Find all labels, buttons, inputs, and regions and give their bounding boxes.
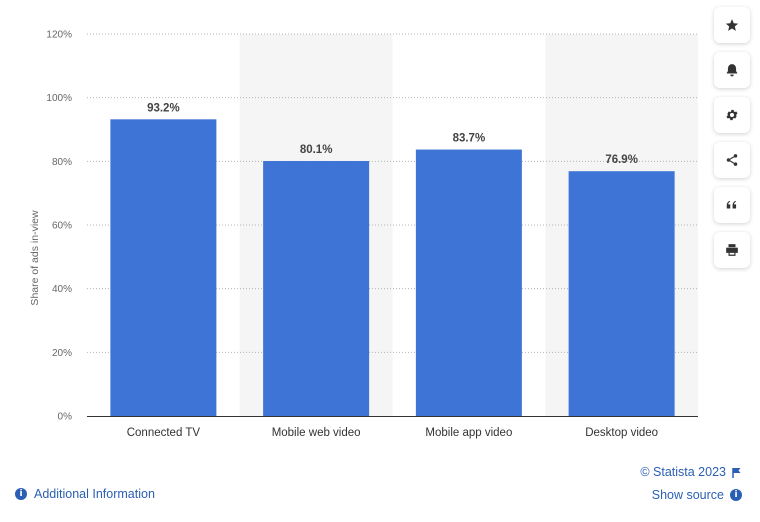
x-tick-label: Connected TV bbox=[127, 427, 201, 439]
quote-icon bbox=[726, 200, 737, 209]
bar bbox=[568, 171, 675, 416]
notification-button[interactable] bbox=[714, 52, 750, 88]
bell-icon bbox=[726, 64, 738, 77]
x-tick-label: Desktop video bbox=[585, 427, 658, 439]
data-label: 93.2% bbox=[147, 102, 180, 114]
y-tick-label: 100% bbox=[46, 93, 72, 104]
additional-information-link[interactable]: i Additional Information bbox=[15, 487, 155, 501]
info-icon: i bbox=[730, 489, 742, 501]
statista-credit[interactable]: © Statista 2023 bbox=[640, 465, 742, 479]
bar-chart: 0% 20% 40% 60% 80% 100% 120% 93.2% 80.1% 83.7% 76… bbox=[29, 30, 698, 439]
bar bbox=[263, 161, 370, 416]
star-icon bbox=[725, 19, 739, 31]
show-source-link[interactable]: Show source i bbox=[652, 488, 742, 502]
print-button[interactable] bbox=[714, 232, 750, 268]
credit-text: © Statista 2023 bbox=[640, 465, 726, 479]
y-tick-label: 120% bbox=[46, 30, 72, 41]
show-source-label: Show source bbox=[651, 488, 724, 502]
share-button[interactable] bbox=[714, 142, 750, 178]
favorite-button[interactable] bbox=[714, 7, 750, 43]
x-tick-label: Mobile app video bbox=[425, 427, 512, 439]
y-tick-label: 40% bbox=[52, 284, 72, 295]
y-tick-label: 80% bbox=[52, 157, 72, 168]
share-icon bbox=[726, 154, 738, 166]
chart-toolbar bbox=[714, 7, 750, 277]
gear-icon bbox=[726, 109, 738, 121]
settings-button[interactable] bbox=[714, 97, 750, 133]
bar bbox=[415, 149, 522, 416]
data-label: 83.7% bbox=[453, 133, 486, 145]
y-tick-label: 0% bbox=[58, 412, 73, 423]
flag-icon bbox=[732, 467, 741, 478]
y-tick-label: 20% bbox=[52, 348, 72, 359]
y-axis-title: Share of ads in-view bbox=[29, 210, 41, 306]
cite-button[interactable] bbox=[714, 187, 750, 223]
data-label: 80.1% bbox=[300, 144, 333, 156]
bar bbox=[110, 119, 217, 417]
additional-information-label: Additional Information bbox=[34, 487, 155, 501]
x-tick-label: Mobile web video bbox=[272, 427, 361, 439]
y-tick-label: 60% bbox=[52, 221, 72, 232]
data-label: 76.9% bbox=[605, 154, 638, 166]
print-icon bbox=[726, 244, 738, 256]
info-icon: i bbox=[15, 488, 27, 500]
